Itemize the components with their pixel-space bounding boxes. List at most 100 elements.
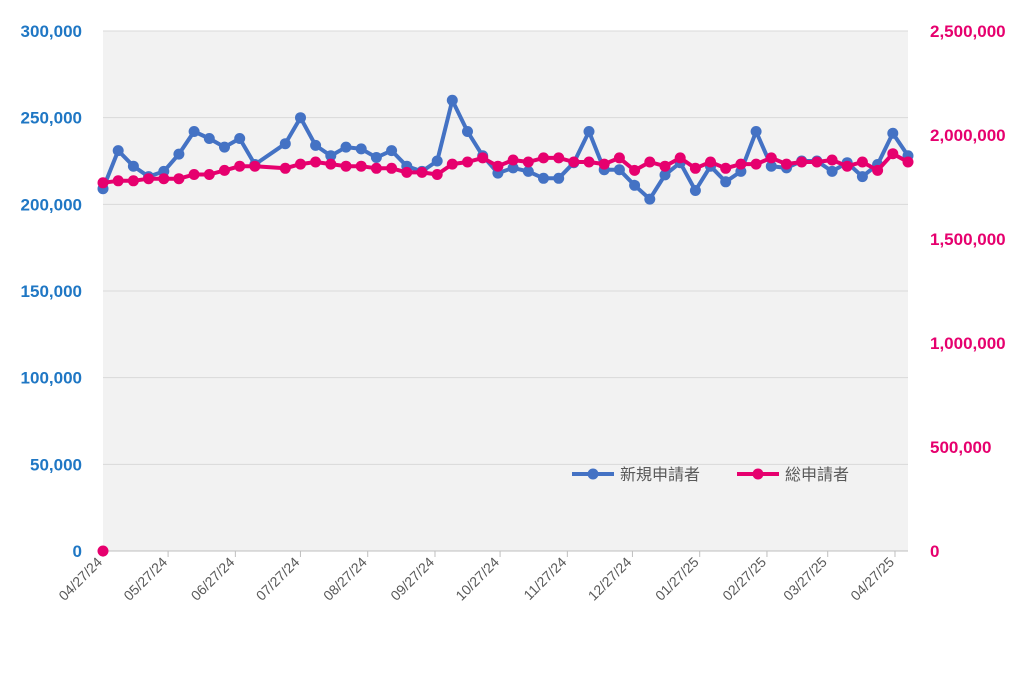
left-tick-label: 200,000 xyxy=(21,195,82,214)
data-point xyxy=(279,162,291,174)
left-tick-label: 250,000 xyxy=(21,109,82,128)
legend-label: 新規申請者 xyxy=(620,465,700,484)
data-point xyxy=(613,164,625,176)
data-point xyxy=(477,152,489,164)
data-point xyxy=(720,162,732,174)
right-tick-label: 500,000 xyxy=(930,438,991,457)
left-tick-label: 300,000 xyxy=(21,22,82,41)
left-tick-label: 0 xyxy=(73,542,82,561)
data-point xyxy=(765,152,777,164)
data-point xyxy=(143,173,155,185)
data-point xyxy=(112,175,124,187)
data-point xyxy=(887,148,899,160)
data-point xyxy=(796,156,808,168)
data-point xyxy=(522,165,534,177)
data-point xyxy=(310,156,322,168)
data-point xyxy=(97,177,109,189)
data-point xyxy=(158,173,170,185)
x-tick-label: 09/27/24 xyxy=(387,554,437,604)
left-tick-label: 100,000 xyxy=(21,369,82,388)
data-point xyxy=(765,160,777,172)
data-point xyxy=(811,156,823,168)
right-tick-label: 2,000,000 xyxy=(930,126,1006,145)
legend-label: 総申請者 xyxy=(785,465,849,484)
data-point xyxy=(629,164,641,176)
right-tick-label: 0 xyxy=(930,542,939,561)
data-point xyxy=(295,158,306,170)
data-point xyxy=(644,193,656,205)
data-point xyxy=(613,152,625,164)
data-point xyxy=(279,138,291,150)
x-tick-label: 06/27/24 xyxy=(188,554,238,604)
data-point xyxy=(203,169,215,180)
data-point xyxy=(750,126,762,137)
data-point xyxy=(553,152,565,164)
x-tick-label: 01/27/25 xyxy=(652,554,702,604)
data-point xyxy=(750,158,762,170)
data-point xyxy=(841,160,853,172)
data-point xyxy=(522,156,534,168)
data-point xyxy=(583,126,595,137)
data-point xyxy=(538,152,549,164)
data-point xyxy=(249,160,261,172)
data-point xyxy=(401,166,413,178)
data-point xyxy=(340,160,352,172)
legend-item-2: 総申請者 xyxy=(737,465,849,484)
x-axis: 04/27/24 05/27/24 06/27/24 07/27/24 08/27/24… xyxy=(55,550,908,604)
data-point xyxy=(431,155,443,167)
left-axis: 0 50,000 100,000 150,000 200,000 250,000 300,0… xyxy=(21,22,82,561)
data-point xyxy=(340,141,352,153)
x-tick-label: 04/27/24 xyxy=(55,554,105,604)
data-point xyxy=(446,158,458,170)
data-point xyxy=(173,173,185,185)
data-point xyxy=(370,152,382,163)
x-tick-label: 02/27/25 xyxy=(719,554,769,604)
data-point xyxy=(629,179,641,191)
data-point xyxy=(826,165,838,177)
data-point xyxy=(872,164,884,176)
data-point xyxy=(97,545,109,557)
x-tick-label: 04/27/25 xyxy=(847,554,897,604)
data-point xyxy=(386,145,398,157)
legend-marker xyxy=(587,468,599,480)
legend: 新規申請者 総申請者 xyxy=(572,465,849,484)
data-point xyxy=(310,139,322,151)
left-tick-label: 50,000 xyxy=(30,455,82,474)
data-point xyxy=(689,162,701,174)
data-point xyxy=(355,143,367,155)
data-point xyxy=(659,160,671,172)
x-tick-label: 07/27/24 xyxy=(253,554,303,604)
data-point xyxy=(127,160,139,172)
right-tick-label: 2,500,000 xyxy=(930,22,1006,41)
data-point xyxy=(416,166,428,178)
data-point xyxy=(598,158,610,170)
data-point xyxy=(188,169,200,180)
left-tick-label: 150,000 xyxy=(21,282,82,301)
data-point xyxy=(325,150,337,162)
data-point xyxy=(856,171,868,183)
data-point xyxy=(781,158,792,170)
data-point xyxy=(325,158,337,170)
data-point xyxy=(219,164,230,176)
data-point xyxy=(234,160,246,172)
data-point xyxy=(644,156,656,168)
data-point xyxy=(370,162,382,174)
right-tick-label: 1,500,000 xyxy=(930,230,1006,249)
x-tick-label: 12/27/24 xyxy=(585,554,635,604)
data-point xyxy=(446,94,458,106)
data-point xyxy=(902,156,914,168)
data-point xyxy=(112,145,124,157)
data-point xyxy=(689,185,701,196)
data-point xyxy=(431,169,443,180)
gridlines xyxy=(103,30,908,465)
data-point xyxy=(386,162,398,174)
x-tick-label: 03/27/25 xyxy=(780,554,830,604)
data-point xyxy=(856,156,868,168)
data-point xyxy=(674,152,686,164)
data-point xyxy=(234,133,246,144)
series-2 xyxy=(97,148,914,557)
data-point xyxy=(127,175,139,187)
data-point xyxy=(219,141,230,153)
